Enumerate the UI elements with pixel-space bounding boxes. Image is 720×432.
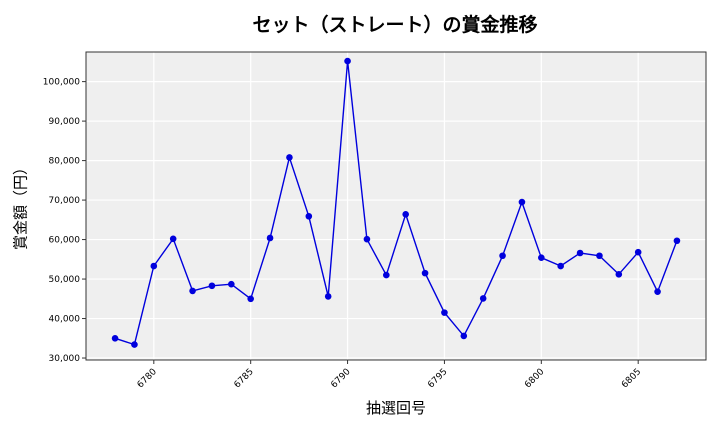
data-point [518,198,526,206]
x-tick-label: 6785 [233,367,256,390]
x-tick-label: 6800 [523,367,546,390]
data-point [499,252,506,260]
data-point [131,341,138,348]
data-point [460,332,468,340]
data-point [266,234,274,242]
plot-background [86,52,706,360]
y-tick-label: 90,000 [49,117,81,127]
data-point [673,237,681,245]
data-point [479,295,487,302]
data-point [654,288,661,295]
x-tick-label: 6780 [136,367,159,390]
data-point [615,271,623,278]
y-tick-label: 40,000 [49,315,81,325]
data-point [169,235,177,243]
data-point [363,235,371,243]
grid [86,52,706,360]
series [111,57,681,348]
y-tick-label: 100,000 [43,78,80,88]
data-point [324,293,332,300]
y-tick-label: 70,000 [49,196,81,206]
data-point [150,262,158,270]
y-tick-label: 60,000 [49,236,81,246]
x-tick-label: 6790 [329,367,352,390]
y-tick-label: 30,000 [49,354,81,364]
data-point [344,57,351,65]
y-axis-label: 賞金額（円） [11,159,30,251]
y-tick-label: 50,000 [49,275,81,285]
data-point [596,252,603,260]
data-point [286,154,293,161]
data-point [305,212,313,220]
data-point [538,254,545,262]
data-point [189,287,196,295]
data-point [441,309,448,316]
chart-title: セット（ストレート）の賞金推移 [252,14,538,36]
data-point [557,262,564,270]
data-point [402,210,409,218]
data-point [576,249,584,257]
data-point [228,280,235,288]
data-point [421,269,429,277]
data-point [247,295,254,303]
x-axis-label: 抽選回号 [365,399,426,417]
data-point [383,271,390,279]
data-point [208,282,216,290]
x-tick-label: 6795 [426,367,449,390]
x-tick-label: 6805 [620,367,643,390]
plot-frame [85,51,707,361]
data-point [111,334,119,342]
data-point [634,248,642,256]
y-tick-label: 80,000 [49,157,81,167]
